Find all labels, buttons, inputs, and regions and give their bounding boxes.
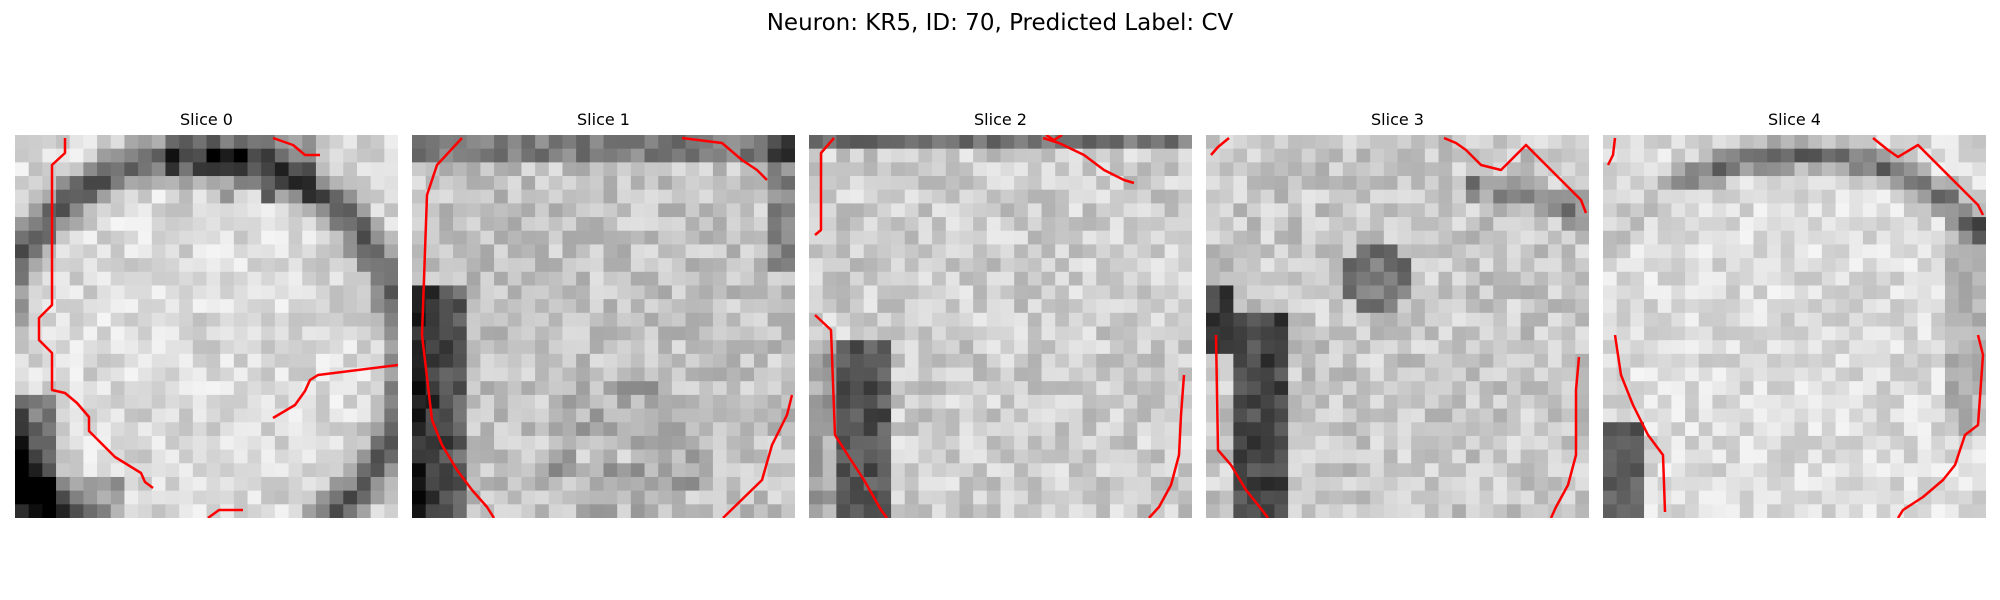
contour-line bbox=[1210, 137, 1230, 156]
contour-line bbox=[1613, 334, 1667, 513]
contour-line bbox=[1214, 334, 1269, 518]
slice-title: Slice 0 bbox=[180, 110, 233, 129]
slice-title: Slice 3 bbox=[1371, 110, 1424, 129]
contour-lines bbox=[1210, 136, 1588, 518]
contour-lines bbox=[420, 136, 794, 518]
contour-line bbox=[1872, 137, 1985, 216]
contour-line bbox=[1896, 334, 1985, 518]
slice-image bbox=[1603, 135, 1986, 518]
contour-line bbox=[814, 314, 888, 518]
contour-line bbox=[272, 363, 398, 420]
contour-line bbox=[420, 137, 496, 518]
figure-title: Neuron: KR5, ID: 70, Predicted Label: CV bbox=[766, 10, 1234, 36]
contour-line bbox=[814, 137, 835, 236]
contour-line bbox=[1606, 137, 1617, 166]
contour-lines bbox=[1606, 137, 1985, 518]
slice-image bbox=[15, 135, 398, 518]
slice-image bbox=[1206, 135, 1589, 518]
contour-line bbox=[1549, 356, 1581, 518]
contour-line bbox=[681, 136, 768, 181]
contour-line bbox=[272, 136, 320, 157]
contour-lines bbox=[814, 135, 1186, 518]
slice-title: Slice 4 bbox=[1768, 110, 1821, 129]
contour-line bbox=[1443, 136, 1588, 214]
slice-title: Slice 1 bbox=[577, 110, 630, 129]
contour-lines bbox=[37, 136, 398, 518]
contour-line bbox=[1045, 135, 1063, 142]
slice-image bbox=[809, 135, 1192, 518]
contour-line bbox=[1148, 374, 1186, 518]
contour-line bbox=[722, 394, 794, 518]
slice-image bbox=[412, 135, 795, 518]
contour-line bbox=[1042, 136, 1135, 185]
contour-line bbox=[37, 138, 154, 489]
slice-title: Slice 2 bbox=[974, 110, 1027, 129]
contour-line bbox=[207, 508, 243, 518]
